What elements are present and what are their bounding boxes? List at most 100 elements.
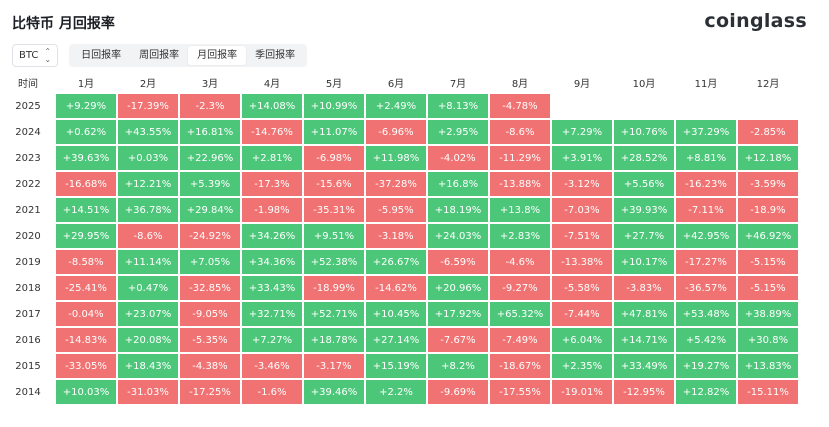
return-cell: +42.95% bbox=[676, 224, 736, 248]
coinglass-logo[interactable]: coinglass bbox=[704, 10, 807, 32]
return-cell: -7.67% bbox=[428, 328, 488, 352]
period-tabs: 日回报率 周回报率 月回报率 季回报率 bbox=[69, 44, 308, 67]
return-cell: +43.55% bbox=[118, 120, 178, 144]
return-cell: +2.35% bbox=[552, 354, 612, 378]
return-cell: -12.95% bbox=[614, 380, 674, 404]
empty-cell bbox=[552, 94, 612, 118]
return-cell: +18.78% bbox=[304, 328, 364, 352]
return-cell: +2.49% bbox=[366, 94, 426, 118]
return-cell: +39.63% bbox=[56, 146, 116, 170]
return-cell: -7.51% bbox=[552, 224, 612, 248]
return-cell: -7.44% bbox=[552, 302, 612, 326]
return-cell: +13.8% bbox=[490, 198, 550, 222]
return-cell: -14.62% bbox=[366, 276, 426, 300]
return-cell: -9.27% bbox=[490, 276, 550, 300]
empty-cell bbox=[676, 94, 736, 118]
return-cell: -5.35% bbox=[180, 328, 240, 352]
year-label: 2020 bbox=[15, 230, 41, 242]
return-cell: -5.15% bbox=[738, 250, 798, 274]
return-cell: +11.14% bbox=[118, 250, 178, 274]
empty-cell bbox=[738, 94, 798, 118]
coin-select[interactable]: BTC ⌃ ⌄ bbox=[12, 44, 59, 67]
table-row: 2018 -25.41% +0.47% -32.85% +33.43% -18.99% -1… bbox=[2, 276, 798, 300]
return-cell: +14.51% bbox=[56, 198, 116, 222]
return-cell: +8.13% bbox=[428, 94, 488, 118]
return-cell: +33.43% bbox=[242, 276, 302, 300]
return-cell: +52.71% bbox=[304, 302, 364, 326]
table-row: 2023 +39.63% +0.03% +22.96% +2.81% -6.98% +11.… bbox=[2, 146, 798, 170]
return-cell: -36.57% bbox=[676, 276, 736, 300]
return-cell: -11.29% bbox=[490, 146, 550, 170]
return-cell: -35.31% bbox=[304, 198, 364, 222]
column-header-month: 3月 bbox=[201, 78, 219, 90]
return-cell: +14.71% bbox=[614, 328, 674, 352]
year-label: 2019 bbox=[15, 256, 41, 268]
year-label: 2018 bbox=[15, 282, 41, 294]
column-header-month: 7月 bbox=[449, 78, 467, 90]
return-cell: -3.46% bbox=[242, 354, 302, 378]
return-cell: -6.59% bbox=[428, 250, 488, 274]
return-cell: -33.05% bbox=[56, 354, 116, 378]
tab-1[interactable]: 周回报率 bbox=[139, 50, 180, 61]
return-cell: +28.52% bbox=[614, 146, 674, 170]
return-cell: -8.6% bbox=[118, 224, 178, 248]
return-cell: -31.03% bbox=[118, 380, 178, 404]
return-cell: +39.46% bbox=[304, 380, 364, 404]
year-label: 2022 bbox=[15, 178, 41, 190]
column-header-month: 1月 bbox=[77, 78, 95, 90]
return-cell: +18.43% bbox=[118, 354, 178, 378]
return-cell: -8.58% bbox=[56, 250, 116, 274]
return-cell: +13.83% bbox=[738, 354, 798, 378]
return-cell: -8.6% bbox=[490, 120, 550, 144]
return-cell: +6.04% bbox=[552, 328, 612, 352]
return-cell: +30.8% bbox=[738, 328, 798, 352]
return-cell: +10.17% bbox=[614, 250, 674, 274]
return-cell: +53.48% bbox=[676, 302, 736, 326]
return-cell: +2.2% bbox=[366, 380, 426, 404]
return-cell: -4.78% bbox=[490, 94, 550, 118]
return-cell: +17.92% bbox=[428, 302, 488, 326]
return-cell: +0.62% bbox=[56, 120, 116, 144]
return-cell: +29.84% bbox=[180, 198, 240, 222]
column-header-month: 12月 bbox=[756, 78, 780, 90]
column-header-month: 10月 bbox=[632, 78, 656, 90]
return-cell: -0.04% bbox=[56, 302, 116, 326]
return-cell: -6.96% bbox=[366, 120, 426, 144]
return-cell: -19.01% bbox=[552, 380, 612, 404]
table-row: 2020 +29.95% -8.6% -24.92% +34.26% +9.51% -3.1… bbox=[2, 224, 798, 248]
return-cell: +20.96% bbox=[428, 276, 488, 300]
return-cell: +27.14% bbox=[366, 328, 426, 352]
return-cell: -5.58% bbox=[552, 276, 612, 300]
column-header-month: 11月 bbox=[694, 78, 718, 90]
return-cell: +24.03% bbox=[428, 224, 488, 248]
return-cell: -15.11% bbox=[738, 380, 798, 404]
return-cell: -17.55% bbox=[490, 380, 550, 404]
return-cell: +52.38% bbox=[304, 250, 364, 274]
table-row: 2017 -0.04% +23.07% -9.05% +32.71% +52.71% +10… bbox=[2, 302, 798, 326]
return-cell: +11.07% bbox=[304, 120, 364, 144]
return-cell: -17.39% bbox=[118, 94, 178, 118]
tab-3[interactable]: 季回报率 bbox=[255, 50, 296, 61]
year-label: 2021 bbox=[15, 204, 41, 216]
return-cell: +3.91% bbox=[552, 146, 612, 170]
return-cell: -4.38% bbox=[180, 354, 240, 378]
return-cell: +16.8% bbox=[428, 172, 488, 196]
return-cell: +27.7% bbox=[614, 224, 674, 248]
return-cell: -16.23% bbox=[676, 172, 736, 196]
return-cell: +10.45% bbox=[366, 302, 426, 326]
return-cell: +2.95% bbox=[428, 120, 488, 144]
empty-cell bbox=[614, 94, 674, 118]
toolbar: BTC ⌃ ⌄ 日回报率 周回报率 月回报率 季回报率 bbox=[12, 44, 308, 67]
return-cell: +10.99% bbox=[304, 94, 364, 118]
return-cell: -14.76% bbox=[242, 120, 302, 144]
return-cell: -13.88% bbox=[490, 172, 550, 196]
column-header-month: 8月 bbox=[511, 78, 529, 90]
tab-2[interactable]: 月回报率 bbox=[188, 46, 247, 65]
return-cell: -13.38% bbox=[552, 250, 612, 274]
year-label: 2015 bbox=[15, 360, 41, 372]
return-cell: +37.29% bbox=[676, 120, 736, 144]
return-cell: +11.98% bbox=[366, 146, 426, 170]
tab-0[interactable]: 日回报率 bbox=[81, 50, 122, 61]
year-label: 2024 bbox=[15, 126, 41, 138]
table-row: 2016 -14.83% +20.08% -5.35% +7.27% +18.78% +27… bbox=[2, 328, 798, 352]
